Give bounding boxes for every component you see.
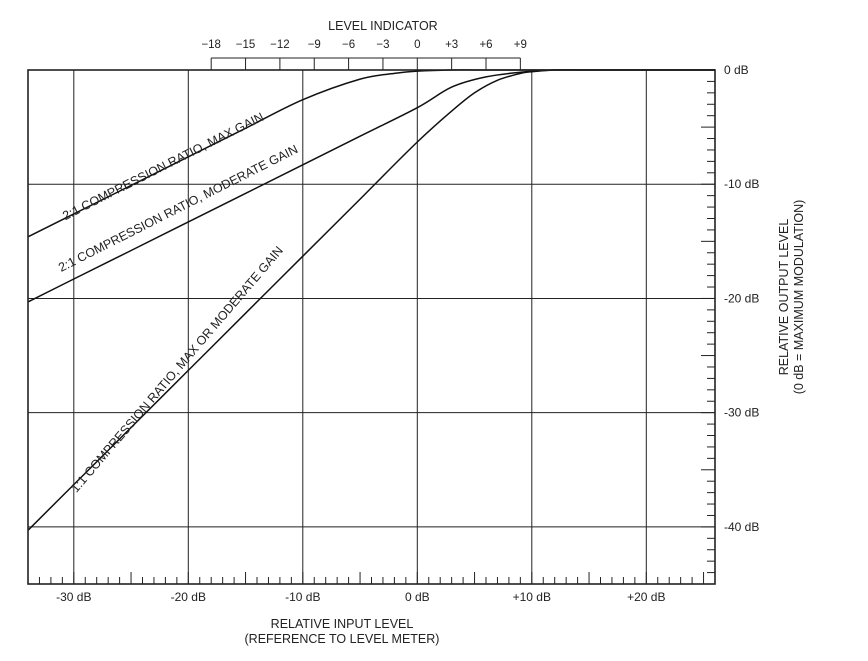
top-axis-tick-label: −3 [376,39,389,51]
x-tick-label: +10 dB [513,590,551,604]
top-axis-tick-label: −9 [308,39,321,51]
x-tick-label: -20 dB [171,590,206,604]
y-tick-label: -40 dB [724,520,759,534]
grid-layer [28,70,715,584]
top-axis-tick-label: −12 [270,39,290,51]
top-axis-tick-label: −6 [342,39,355,51]
top-axis-tick-label: +6 [479,39,492,51]
y-tick-label: 0 dB [724,63,749,77]
y-tick-label: -10 dB [724,177,759,191]
y-tick-label: -30 dB [724,406,759,420]
series-label: 2:1 COMPRESSION RATIO, MAX GAIN [60,110,266,223]
plot-frame [27,69,716,585]
top-axis-tick-label: −15 [236,39,256,51]
x-tick-label: -30 dB [56,590,91,604]
x-tick-label: 0 dB [405,590,430,604]
tick-layer [27,57,716,585]
top-axis-tick-label: 0 [414,39,420,51]
top-axis-tick-label: +3 [445,39,458,51]
top-axis-tick-label: −18 [201,39,221,51]
series-label: 1:1 COMPRESSION RATIO, MAX OR MODERATE G… [68,244,286,496]
x-tick-label: +20 dB [627,590,665,604]
y-tick-label: -20 dB [724,291,759,305]
y-axis-title: RELATIVE OUTPUT LEVEL [777,219,791,376]
series-line [27,69,715,238]
top-axis-tick-label: +9 [514,39,527,51]
x-axis-subtitle: (REFERENCE TO LEVEL METER) [245,632,440,646]
series-line [27,69,715,531]
label-layer: -30 dB -20 dB -10 dB 0 dB +10 dB +20 dB 0 dB -1… [56,39,759,604]
top-axis-title: LEVEL INDICATOR [328,19,438,33]
curve-layer [27,69,715,531]
y-axis-subtitle: (0 dB = MAXIMUM MODULATION) [792,200,806,395]
x-tick-label: -10 dB [285,590,320,604]
x-axis-title: RELATIVE INPUT LEVEL [271,617,414,631]
